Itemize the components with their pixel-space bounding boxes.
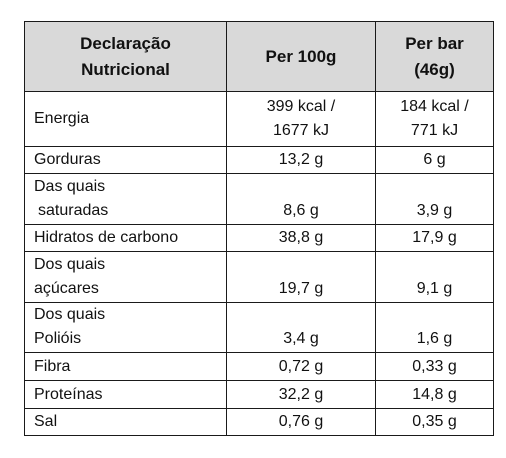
row-energy-perbar: 184 kcal / 771 kJ (375, 91, 494, 147)
row-salt-perbar: 0,35 g (375, 408, 494, 436)
table-row-carbohydrates: Hidratos de carbono 38,8 g 17,9 g (24, 224, 494, 252)
header-per-100g: Per 100g (226, 21, 376, 92)
table-row-saturated: Das quais saturadas 8,6 g 3,9 g (24, 173, 494, 225)
header-name-line2: Nutricional (81, 59, 170, 79)
table-row-salt: Sal 0,76 g 0,35 g (24, 408, 494, 436)
table-row-protein: Proteínas 32,2 g 14,8 g (24, 380, 494, 409)
table-row-polyols: Dos quais Polióis 3,4 g 1,6 g (24, 302, 494, 353)
row-polyols-perbar: 1,6 g (375, 302, 494, 353)
row-fat-per100: 13,2 g (226, 146, 376, 174)
sugars-line2: açúcares (34, 280, 99, 297)
row-fibre-per100: 0,72 g (226, 352, 376, 381)
row-salt-per100: 0,76 g (226, 408, 376, 436)
row-name-saturated: Das quais saturadas (24, 173, 227, 225)
row-name-fibre: Fibra (24, 352, 227, 381)
energy-perbar-kj: 771 kJ (410, 121, 459, 139)
row-name-salt: Sal (24, 408, 227, 436)
row-energy-per100: 399 kcal / 1677 kJ (226, 91, 376, 147)
saturated-line2: saturadas (38, 202, 109, 219)
row-sugars-per100: 19,7 g (226, 251, 376, 303)
row-name-carbohydrates: Hidratos de carbono (24, 224, 227, 252)
energy-per100-kcal: 399 kcal / (266, 97, 336, 115)
header-row: Declaração Nutricional Per 100g Per bar … (24, 21, 494, 92)
row-polyols-per100: 3,4 g (226, 302, 376, 353)
header-perbar-line1: Per bar (405, 33, 464, 53)
table-row-fat: Gorduras 13,2 g 6 g (24, 146, 494, 174)
row-fat-perbar: 6 g (375, 146, 494, 174)
row-name-polyols: Dos quais Polióis (24, 302, 227, 353)
table-row-sugars: Dos quais açúcares 19,7 g 9,1 g (24, 251, 494, 303)
nutrition-table: Declaração Nutricional Per 100g Per bar … (24, 21, 494, 436)
table-row-energy: Energia 399 kcal / 1677 kJ 184 kcal / 77… (24, 91, 494, 147)
sugars-line1: Dos quais (34, 256, 106, 273)
row-protein-per100: 32,2 g (226, 380, 376, 409)
polyols-line1: Dos quais (34, 306, 106, 323)
polyols-line2: Polióis (34, 330, 82, 347)
row-saturated-per100: 8,6 g (226, 173, 376, 225)
energy-per100-kj: 1677 kJ (272, 121, 330, 139)
header-name-line1: Declaração (80, 33, 171, 53)
header-nutrition-declaration: Declaração Nutricional (24, 21, 227, 92)
table-row-fibre: Fibra 0,72 g 0,33 g (24, 352, 494, 381)
row-protein-perbar: 14,8 g (375, 380, 494, 409)
row-name-sugars: Dos quais açúcares (24, 251, 227, 303)
row-carbohydrates-per100: 38,8 g (226, 224, 376, 252)
header-perbar-line2: (46g) (414, 59, 455, 79)
row-name-energy: Energia (24, 91, 227, 147)
energy-perbar-kcal: 184 kcal / (400, 97, 469, 115)
row-carbohydrates-perbar: 17,9 g (375, 224, 494, 252)
row-name-protein: Proteínas (24, 380, 227, 409)
header-per-bar: Per bar (46g) (375, 21, 494, 92)
row-saturated-perbar: 3,9 g (375, 173, 494, 225)
row-fibre-perbar: 0,33 g (375, 352, 494, 381)
row-name-fat: Gorduras (24, 146, 227, 174)
saturated-line1: Das quais (34, 178, 106, 195)
row-sugars-perbar: 9,1 g (375, 251, 494, 303)
